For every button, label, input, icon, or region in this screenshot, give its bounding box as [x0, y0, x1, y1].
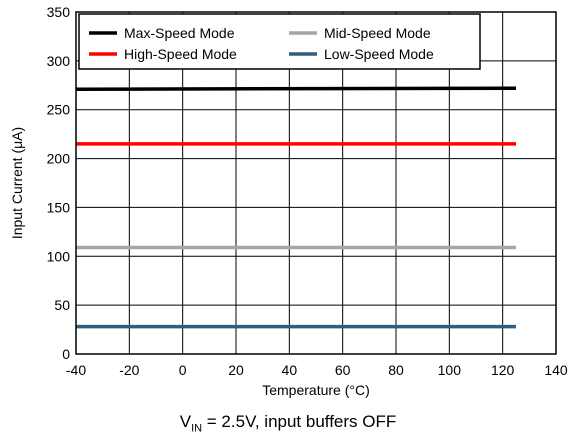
legend-label-3: Low-Speed Mode: [324, 46, 434, 62]
x-tick-label: 0: [179, 362, 187, 378]
x-tick-label: 100: [438, 362, 462, 378]
legend: Max-Speed Mode Mid-Speed Mode High-Speed M…: [78, 13, 481, 70]
caption-text: = 2.5V, input buffers OFF: [202, 412, 397, 431]
x-tick-label: 120: [491, 362, 515, 378]
x-tick-label: 40: [282, 362, 298, 378]
series-line-0: [75, 86, 517, 91]
x-tick-label: -40: [66, 362, 86, 378]
x-tick-label: 140: [544, 362, 568, 378]
y-tick-label: 200: [47, 151, 71, 167]
y-tick-label: 0: [62, 346, 70, 362]
x-tick-label: 20: [228, 362, 244, 378]
caption-v-subscript: IN: [191, 422, 203, 435]
y-tick-label: 150: [47, 199, 71, 215]
y-tick-label: 250: [47, 102, 71, 118]
x-tick-label: -20: [119, 362, 139, 378]
legend-box: [78, 13, 481, 70]
chart: -40 -20 0 20 40 60 80 100 120 140 0 50 100 150 200 250 3…: [9, 4, 568, 398]
chart-caption: VIN = 2.5V, input buffers OFF: [0, 412, 576, 434]
x-axis-title: Temperature (°C): [262, 382, 370, 398]
y-tick-label: 50: [54, 297, 70, 313]
legend-label-2: Mid-Speed Mode: [324, 25, 431, 41]
y-axis-title: Input Current (μA): [9, 127, 25, 239]
x-tick-label: 80: [388, 362, 404, 378]
series-lines: [75, 86, 517, 329]
y-tick-label: 350: [47, 4, 71, 20]
caption-v-symbol: V: [179, 412, 192, 431]
plot-frame: [75, 11, 557, 355]
x-tick-label: 60: [335, 362, 351, 378]
y-tick-label: 300: [47, 53, 71, 69]
legend-label-1: High-Speed Mode: [124, 46, 237, 62]
y-tick-label: 100: [47, 248, 71, 264]
legend-label-0: Max-Speed Mode: [124, 25, 235, 41]
tick-labels: -40 -20 0 20 40 60 80 100 120 140 0 50 100 150 200 250 3…: [47, 4, 568, 378]
